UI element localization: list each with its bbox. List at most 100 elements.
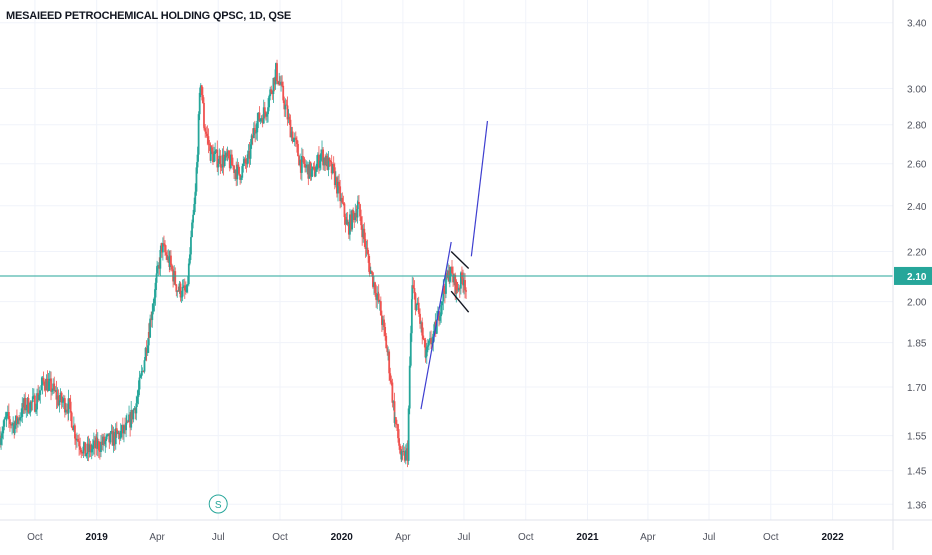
last-price-label: 2.10 [907,272,927,283]
candle [429,331,431,344]
candle [452,266,454,287]
candle-body [228,158,231,169]
candle [77,435,79,442]
candle [251,128,254,146]
candle-body [18,418,20,421]
candle-body [328,157,331,162]
candle [87,435,90,462]
candle-body [361,225,364,238]
candle [352,207,355,223]
candle-body [398,438,400,446]
candle-body [316,154,319,164]
candle [279,76,281,86]
candle-body [108,433,111,443]
candle-body [81,452,84,454]
candle-body [130,409,133,428]
candle [124,417,126,435]
candle-body [260,118,263,120]
candle-body [117,432,120,434]
candle [143,357,146,374]
candle [441,301,444,315]
candle-body [259,118,262,122]
candle [349,208,351,241]
candle-body [393,401,396,423]
candle [430,330,432,350]
candle-body [374,282,376,294]
candle [142,370,145,373]
candle [374,281,376,297]
candle [217,158,220,176]
candle [360,209,362,230]
candle-body [113,432,116,445]
candle [332,156,335,174]
candle-body [223,157,226,167]
y-tick-label: 2.60 [907,160,927,171]
candle-body [16,415,18,424]
candle [180,290,183,303]
candle-body [69,401,72,413]
candle-body [339,186,342,202]
candle-body [400,451,403,460]
candle [109,430,112,445]
candle-body [411,285,414,300]
candle-body [426,345,429,347]
candle [342,195,345,206]
candle-body [161,243,164,253]
candle-body [353,213,356,221]
candle [60,391,63,409]
candle-body [31,396,34,402]
candle-body [181,286,184,297]
candle [428,339,430,351]
candle-body [279,82,281,85]
candle [422,327,425,341]
candle-body [135,403,138,414]
candle-body [138,377,141,390]
candle [425,343,428,364]
candle-body [306,164,309,167]
candle [57,389,60,407]
candle [304,159,306,173]
candle [326,153,329,171]
candle-body [9,419,11,424]
candle [413,280,416,300]
candle [59,388,62,403]
candle-body [429,338,431,341]
x-tick-label: Jul [212,532,225,543]
candle [21,397,24,423]
candle [329,159,332,167]
candle-body [109,432,112,443]
candle-body [4,418,7,420]
candle [320,149,322,170]
candle-body [258,112,261,122]
candle-body [88,444,91,452]
candle-body [180,296,183,298]
candle-body [100,441,102,452]
candle-body [176,290,179,292]
candle [355,205,358,222]
candle-body [53,383,56,391]
candle [119,423,122,441]
candle [114,423,117,450]
candle [133,406,136,411]
candle-body [310,169,313,177]
candle-body [407,408,410,461]
candle-body [167,256,170,261]
candle [194,186,197,195]
candle-body [38,394,41,400]
candle [78,433,80,456]
candle [6,405,9,420]
x-tick-label: 2021 [576,532,599,543]
candle [400,449,403,462]
candle-body [74,438,77,441]
candle-body [396,424,398,425]
candle-body [136,396,139,404]
candle [447,263,450,282]
candle-body [379,301,382,316]
candle-body [76,438,78,441]
candle [160,242,163,258]
candle [408,356,411,415]
candle [221,148,224,174]
candle-body [272,77,275,94]
candle-body [119,430,122,439]
